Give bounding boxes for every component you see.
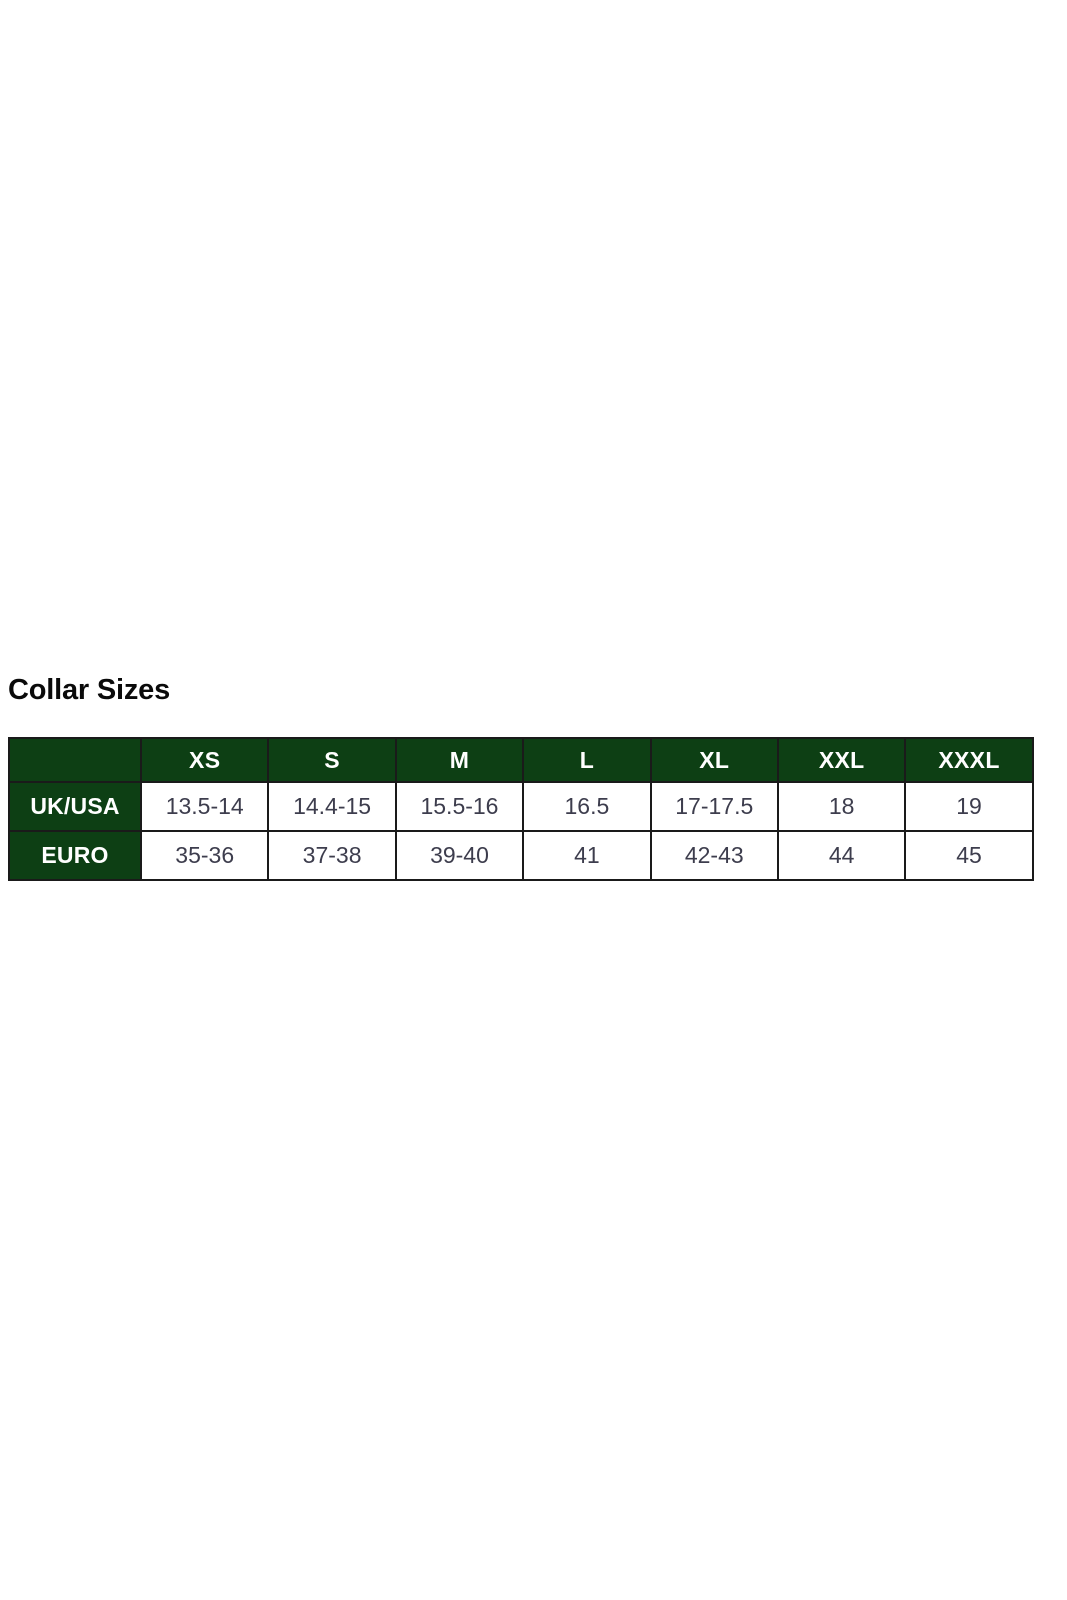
cell-euro-m: 39-40	[394, 830, 525, 881]
column-header-xxxl: XXXL	[904, 737, 1034, 783]
table-header-row: XS S M L XL XXL XXXL	[8, 737, 1034, 783]
column-header-m: M	[394, 737, 525, 783]
row-label-euro: EURO	[8, 830, 142, 881]
cell-euro-xl: 42-43	[649, 830, 779, 881]
column-header-l: L	[522, 737, 652, 783]
cell-uk-usa-xxl: 18	[776, 781, 907, 832]
row-label-uk-usa: UK/USA	[8, 781, 142, 832]
column-header-s: S	[267, 737, 397, 783]
page-title: Collar Sizes	[8, 674, 170, 706]
cell-uk-usa-xl: 17-17.5	[649, 781, 779, 832]
table-row: UK/USA 13.5-14 14.4-15 15.5-16 16.5 17-1…	[8, 781, 1034, 832]
cell-euro-xxl: 44	[776, 830, 907, 881]
cell-euro-l: 41	[522, 830, 652, 881]
cell-uk-usa-xxxl: 19	[904, 781, 1034, 832]
cell-euro-s: 37-38	[267, 830, 397, 881]
cell-uk-usa-s: 14.4-15	[267, 781, 397, 832]
column-header-xl: XL	[649, 737, 779, 783]
cell-uk-usa-xs: 13.5-14	[139, 781, 270, 832]
column-header-xs: XS	[139, 737, 270, 783]
cell-uk-usa-m: 15.5-16	[394, 781, 525, 832]
collar-size-table: XS S M L XL XXL XXXL UK/USA 13.5-14 14.4…	[8, 737, 1034, 881]
table-row: EURO 35-36 37-38 39-40 41 42-43 44 45	[8, 830, 1034, 881]
cell-uk-usa-l: 16.5	[522, 781, 652, 832]
column-header-xxl: XXL	[776, 737, 907, 783]
cell-euro-xxxl: 45	[904, 830, 1034, 881]
cell-euro-xs: 35-36	[139, 830, 270, 881]
table-corner-cell	[8, 737, 142, 783]
